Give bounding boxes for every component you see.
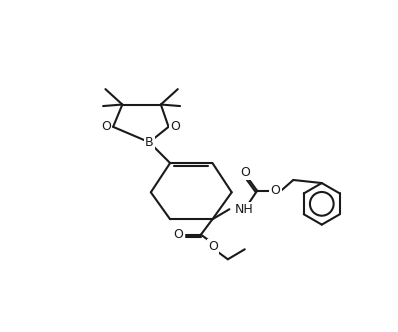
Text: O: O <box>208 240 218 253</box>
Text: B: B <box>145 136 154 149</box>
Text: O: O <box>241 166 250 179</box>
Text: NH: NH <box>235 203 254 216</box>
Text: O: O <box>101 120 111 133</box>
Text: O: O <box>171 120 180 133</box>
Text: O: O <box>174 228 183 241</box>
Text: O: O <box>271 184 281 197</box>
